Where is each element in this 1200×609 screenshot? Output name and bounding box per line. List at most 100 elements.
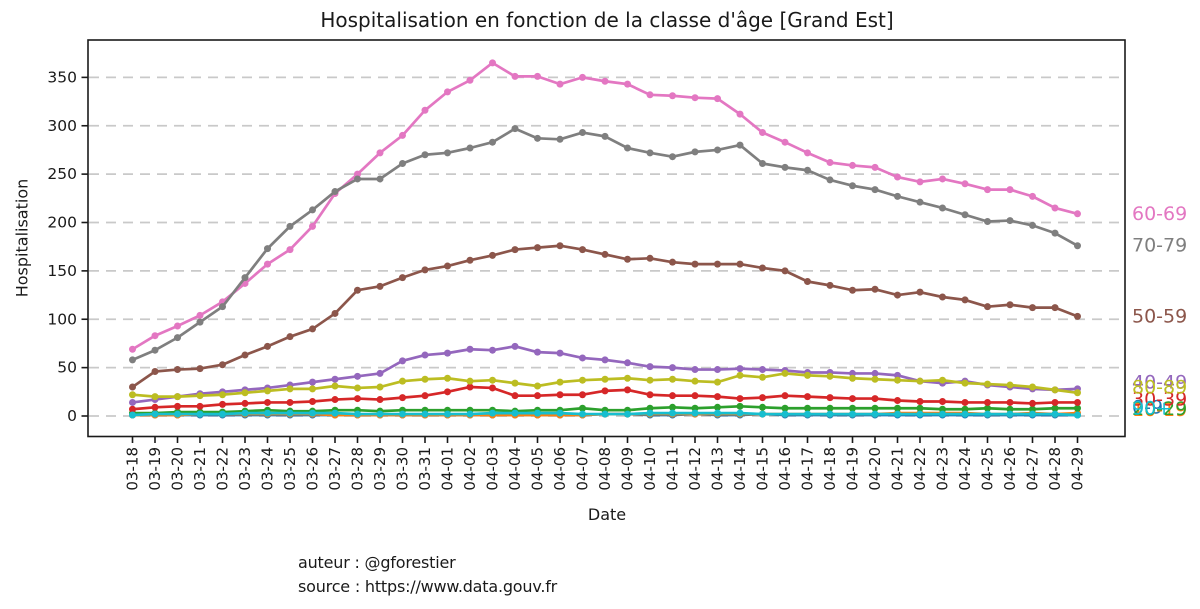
- series-marker-50-59: [129, 383, 136, 391]
- series-marker-70-79: [849, 182, 856, 190]
- series-marker-40-49: [331, 375, 339, 383]
- x-tick-label: 04-12: [686, 447, 704, 491]
- series-marker-30-39: [264, 398, 271, 406]
- series-marker-60-69: [534, 72, 541, 80]
- series-marker-60-69: [781, 138, 789, 146]
- x-tick-label: 04-07: [574, 447, 592, 491]
- series-end-label-80-89: 80-89: [1132, 376, 1187, 398]
- series-marker-70-79: [691, 148, 699, 156]
- series-marker-30-39: [804, 393, 811, 401]
- series-marker-80-89: [1006, 381, 1014, 389]
- series-marker-20-29: [691, 404, 699, 412]
- x-tick-label: 04-18: [821, 447, 839, 491]
- series-marker-30-39: [1074, 398, 1081, 406]
- series-end-label-10-19: 10-19: [1132, 399, 1187, 421]
- y-tick-label: 100: [47, 310, 77, 328]
- series-marker-30-39: [511, 392, 519, 400]
- y-tick-label: 250: [47, 165, 77, 183]
- x-tick-label: 04-14: [731, 447, 749, 491]
- x-tick-label: 03-27: [326, 447, 344, 491]
- series-marker-40-49: [646, 363, 654, 371]
- series-marker-30-39: [601, 387, 609, 395]
- series-end-label-0-9: 0-9: [1132, 396, 1163, 418]
- series-marker-40-49: [849, 369, 856, 377]
- series-marker-60-69: [511, 72, 519, 80]
- series-marker-30-39: [781, 392, 789, 400]
- series-marker-30-39: [556, 391, 564, 399]
- series-marker-80-89: [421, 375, 429, 383]
- series-marker-20-29: [1051, 404, 1059, 412]
- series-marker-40-49: [466, 345, 474, 353]
- series-marker-80-89: [376, 383, 384, 391]
- y-tick-label: 50: [57, 359, 77, 377]
- series-marker-60-69: [466, 76, 474, 84]
- series-marker-80-89: [871, 375, 879, 383]
- series-marker-60-69: [624, 80, 631, 88]
- footer-author: auteur : @gforestier: [298, 553, 456, 572]
- series-marker-50-59: [1051, 304, 1059, 312]
- series-marker-30-39: [174, 402, 181, 410]
- series-marker-30-39: [331, 396, 339, 404]
- series-marker-60-69: [714, 95, 721, 103]
- series-marker-20-29: [804, 404, 811, 412]
- series-marker-50-59: [241, 351, 249, 359]
- x-tick-label: 04-21: [889, 447, 907, 491]
- series-marker-60-69: [399, 131, 406, 139]
- x-tick-label: 03-26: [304, 447, 322, 491]
- series-marker-60-69: [579, 73, 586, 81]
- series-marker-20-29: [984, 404, 991, 412]
- series-marker-30-39: [286, 398, 294, 406]
- series-marker-90+: [669, 409, 676, 417]
- series-marker-70-79: [534, 134, 541, 142]
- series-marker-30-39: [984, 398, 991, 406]
- series-marker-80-89: [286, 385, 294, 393]
- series-marker-40-49: [421, 351, 429, 359]
- x-tick-label: 04-06: [551, 447, 569, 491]
- x-tick-label: 03-24: [259, 447, 277, 491]
- series-marker-90+: [849, 410, 856, 418]
- series-marker-50-59: [466, 256, 474, 264]
- series-marker-50-59: [939, 293, 946, 301]
- series-marker-30-39: [939, 397, 946, 405]
- series-marker-30-39: [219, 400, 226, 408]
- series-marker-80-89: [849, 374, 856, 382]
- x-tick-label: 04-23: [934, 447, 952, 491]
- series-marker-70-79: [489, 138, 496, 146]
- series-marker-40-49: [354, 372, 361, 380]
- series-marker-70-79: [871, 186, 879, 194]
- series-line-70-79: [131, 127, 1079, 362]
- series-marker-30-39: [376, 396, 384, 404]
- series-marker-60-69: [691, 94, 699, 102]
- x-tick-label: 03-30: [394, 447, 412, 491]
- series-marker-20-29: [894, 404, 901, 412]
- series-marker-30-39: [736, 395, 744, 403]
- series-marker-50-59: [286, 333, 294, 341]
- series-marker-50-59: [399, 274, 406, 282]
- x-tick-label: 04-13: [709, 447, 727, 491]
- series-marker-70-79: [264, 245, 271, 253]
- series-marker-80-89: [804, 371, 811, 379]
- series-marker-80-89: [691, 377, 699, 385]
- series-marker-70-79: [174, 334, 181, 342]
- series-marker-20-29: [781, 404, 789, 412]
- series-marker-30-39: [534, 392, 541, 400]
- series-marker-30-39: [489, 384, 496, 392]
- x-tick-label: 04-03: [484, 447, 502, 491]
- series-marker-50-59: [196, 365, 204, 373]
- series-marker-80-89: [151, 393, 159, 401]
- series-marker-60-69: [736, 110, 744, 118]
- series-marker-90+: [624, 410, 631, 418]
- series-marker-60-69: [309, 222, 316, 230]
- series-marker-80-89: [354, 384, 361, 392]
- series-marker-30-39: [646, 391, 654, 399]
- series-marker-30-39: [1029, 399, 1036, 407]
- series-marker-80-89: [579, 376, 586, 384]
- x-tick-label: 04-04: [506, 447, 524, 491]
- series-marker-90+: [759, 410, 766, 418]
- series-marker-30-39: [579, 391, 586, 399]
- series-marker-90+: [961, 410, 969, 418]
- series-marker-40-49: [556, 349, 564, 357]
- series-marker-80-89: [196, 392, 204, 400]
- series-marker-60-69: [871, 163, 879, 171]
- series-marker-60-69: [894, 173, 901, 181]
